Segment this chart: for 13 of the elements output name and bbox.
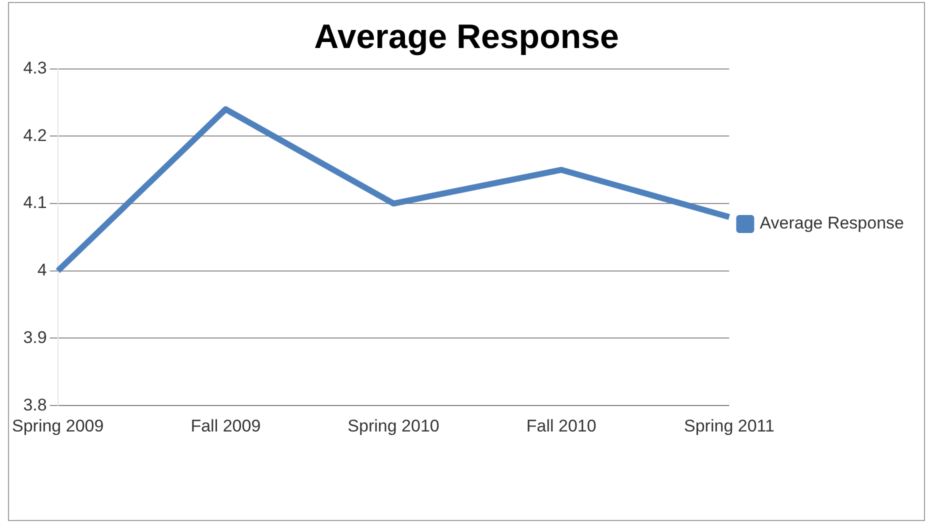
chart-title: Average Response	[314, 18, 619, 56]
x-tick-label: Spring 2011	[684, 416, 774, 436]
y-tick-label: 4.1	[23, 193, 47, 212]
x-tick-label: Spring 2009	[12, 416, 104, 436]
legend-label: Average Response	[760, 214, 904, 233]
y-tick-label: 4.3	[23, 58, 47, 78]
x-tick-label: Fall 2010	[526, 416, 596, 436]
y-tick-label: 3.9	[23, 328, 47, 347]
x-tick-label: Spring 2010	[348, 416, 440, 436]
y-tick-label: 4	[37, 260, 47, 280]
y-tick-label: 3.8	[23, 395, 47, 414]
x-tick-label: Fall 2009	[190, 416, 261, 436]
y-tick-label: 4.2	[23, 126, 47, 145]
